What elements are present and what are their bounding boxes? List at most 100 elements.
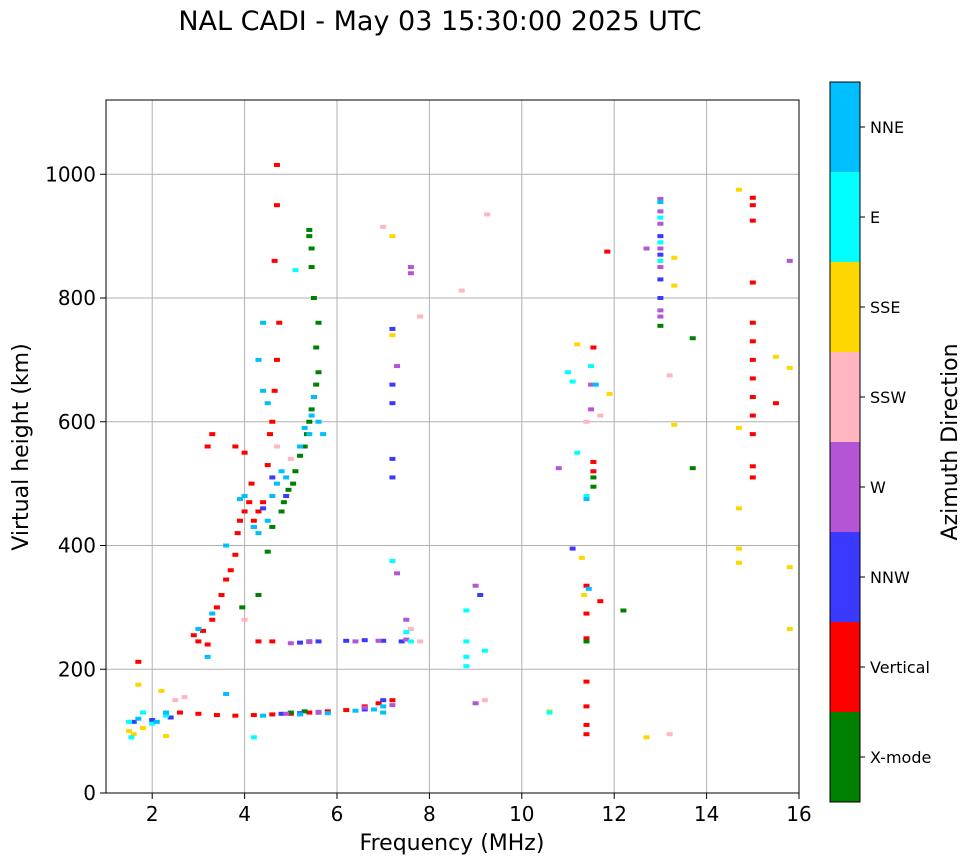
data-point-e [126, 719, 133, 724]
data-point-x-mode [264, 549, 271, 554]
data-point-nnw [130, 719, 137, 724]
data-point-ssw [583, 419, 590, 424]
data-point-vertical [260, 500, 267, 505]
data-point-w [588, 407, 595, 412]
data-point-w [472, 583, 479, 588]
data-point-e [463, 608, 470, 613]
data-point-vertical [204, 444, 211, 449]
data-point-vertical [269, 712, 276, 717]
data-point-nnw [380, 638, 387, 643]
data-point-vertical [195, 711, 202, 716]
data-point-vertical [749, 376, 756, 381]
data-point-sse [389, 234, 396, 239]
data-point-nnw [389, 382, 396, 387]
data-point-e [657, 240, 664, 245]
data-point-nne [264, 401, 271, 406]
data-point-ssw [417, 314, 424, 319]
data-point-vertical [232, 552, 239, 557]
data-point-w [361, 705, 368, 710]
data-point-e [128, 735, 135, 740]
data-point-nne [297, 712, 304, 717]
data-point-nne [278, 469, 285, 474]
y-tick-label: 800 [58, 286, 96, 310]
x-tick-label: 4 [238, 802, 251, 826]
colorbar-tick-label: Vertical [870, 658, 930, 677]
data-point-vertical [583, 732, 590, 737]
data-point-x-mode [308, 407, 315, 412]
data-point-nne [380, 704, 387, 709]
data-point-x-mode [689, 466, 696, 471]
data-point-sse [735, 187, 742, 192]
data-point-x-mode [310, 296, 317, 300]
data-point-x-mode [315, 320, 322, 325]
data-point-vertical [276, 320, 283, 325]
data-point-sse [786, 627, 793, 632]
colorbar-segment [830, 622, 860, 712]
data-point-vertical [271, 258, 278, 263]
data-point-vertical [204, 642, 211, 647]
data-point-nne [583, 497, 590, 502]
data-point-vertical [749, 395, 756, 399]
data-point-nne [153, 719, 160, 724]
data-point-nnw [167, 715, 174, 720]
data-point-nnw [278, 711, 285, 716]
data-point-nne [657, 200, 664, 205]
data-point-vertical [200, 628, 207, 633]
data-point-x-mode [269, 524, 276, 529]
data-point-nnw [389, 475, 396, 480]
data-point-sse [772, 354, 779, 359]
data-point-w [389, 703, 396, 708]
data-point-x-mode [313, 345, 320, 350]
data-point-vertical [250, 518, 257, 523]
data-point-nne [260, 388, 267, 393]
data-point-vertical [269, 639, 276, 644]
data-point-nne [370, 707, 377, 712]
data-point-nnw [269, 475, 276, 480]
data-point-ssw [241, 617, 248, 622]
data-point-nnw [361, 638, 368, 643]
data-point-w [657, 308, 664, 313]
data-point-nne [223, 692, 230, 696]
data-point-ssw [597, 413, 604, 418]
data-point-sse [126, 729, 133, 734]
data-point-x-mode [280, 500, 287, 505]
data-point-vertical [269, 419, 276, 424]
data-point-vertical [583, 611, 590, 616]
y-tick-label: 600 [58, 410, 96, 434]
data-point-x-mode [290, 481, 297, 486]
data-point-nne [163, 710, 170, 715]
data-point-vertical [213, 713, 220, 718]
data-point-w [588, 382, 595, 387]
data-point-vertical [590, 459, 597, 464]
data-point-w [283, 711, 290, 716]
data-point-nne [324, 711, 331, 716]
colorbar-tick-label: X-mode [870, 748, 931, 767]
colorbar-segment [830, 352, 860, 442]
data-point-nnw [569, 546, 576, 551]
data-point-vertical [232, 444, 239, 449]
data-point-ssw [181, 695, 188, 700]
data-point-vertical [190, 633, 197, 638]
x-tick-label: 16 [786, 802, 811, 826]
data-point-vertical [749, 432, 756, 437]
data-point-nne [297, 444, 304, 449]
data-point-vertical [583, 679, 590, 684]
data-point-ssw [458, 288, 465, 293]
data-point-nne [310, 395, 317, 399]
data-point-e [407, 639, 414, 644]
y-tick-label: 200 [58, 657, 96, 681]
data-point-sse [735, 425, 742, 430]
data-point-w [657, 314, 664, 319]
data-point-w [657, 265, 664, 270]
data-point-ssw [481, 698, 488, 703]
data-point-x-mode [315, 370, 322, 375]
data-point-nne [320, 432, 327, 437]
data-point-sse [735, 546, 742, 551]
data-point-vertical [749, 475, 756, 480]
data-point-sse [163, 734, 170, 739]
colorbar-frame [829, 81, 861, 803]
data-point-ssw [484, 212, 491, 217]
data-point-nnw [315, 639, 322, 644]
data-point-nnw [343, 638, 350, 643]
colorbar-segment [830, 262, 860, 352]
